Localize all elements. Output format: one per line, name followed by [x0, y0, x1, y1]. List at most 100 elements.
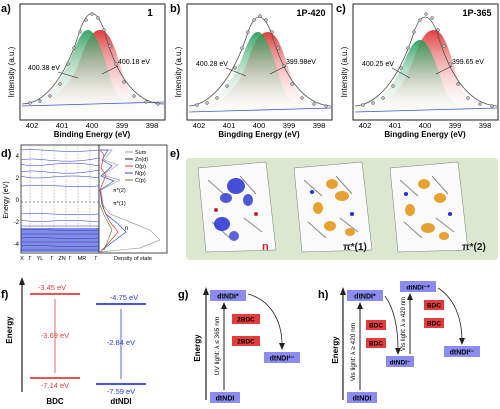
- svg-text:Γ: Γ: [28, 256, 31, 262]
- panel-d-dos-sum: [99, 149, 161, 253]
- panel-b-xticks: 402 401 400 399 398: [193, 121, 326, 130]
- panel-d-label-n: n: [125, 226, 128, 232]
- svg-text:400: 400: [86, 121, 99, 130]
- panel-h-letter: h): [318, 289, 329, 301]
- panel-g-top: dtNDI*: [217, 294, 239, 301]
- panel-g-product: dtNDI²⁻: [270, 356, 295, 363]
- panel-h-transfer-head-1: [395, 348, 401, 355]
- panel-h-mid: dtNDI⁻: [390, 360, 411, 367]
- panel-h-bdc1: BDC: [369, 323, 383, 330]
- panel-h-bdc1-box: [366, 320, 386, 330]
- panel-h-excitation-head-1: [357, 302, 363, 309]
- panel-f-dtndi-bottom: -7.59 eV: [107, 387, 135, 396]
- svg-text:399: 399: [116, 121, 129, 130]
- svg-text:Γ: Γ: [50, 256, 53, 262]
- svg-text:399: 399: [449, 121, 462, 130]
- panel-g-axis-arrow: [203, 287, 209, 295]
- panel-h-bdc3-box: [424, 300, 444, 310]
- panel-b-baseline: [188, 107, 332, 113]
- panel-g-excited-box: [210, 290, 246, 301]
- panel-d-xlabel: Density of state: [114, 256, 152, 262]
- panel-h-top: dtNDI*: [354, 294, 376, 301]
- panel-c: c) Intensity (a.u.) 1P-365 400.25 eV 399…: [336, 3, 499, 139]
- panel-h-ground-box: [347, 392, 377, 403]
- panel-c-fit-curve: [354, 16, 498, 107]
- panel-h-light1: Vis light: λ ≥ 420 nm: [350, 323, 357, 381]
- panel-c-pointer-right: [435, 65, 453, 75]
- svg-text:n: n: [262, 241, 269, 253]
- panel-c-xticks: 402 401 400 399 398: [359, 121, 492, 130]
- panel-h-bdc2-box: [366, 338, 386, 348]
- svg-text:4: 4: [16, 154, 20, 160]
- panel-b-datapoints: [195, 14, 328, 108]
- svg-text:401: 401: [389, 121, 402, 130]
- panel-b-peak-left: 400.28 eV: [196, 61, 228, 68]
- panel-a-tag: 1: [147, 8, 153, 19]
- panel-g-product-box: [264, 352, 300, 363]
- panel-b-pointer-right: [269, 65, 287, 75]
- svg-text:MR: MR: [78, 256, 87, 262]
- panel-c-frame: [352, 3, 499, 121]
- panel-c-letter: c): [336, 3, 346, 15]
- panel-a-datapoints: [28, 12, 160, 106]
- panel-f-bdc-top: -3.45 eV: [38, 283, 66, 292]
- panel-b-peak-right: 399.98eV: [286, 59, 316, 66]
- panel-g-light: UV light: λ ≤ 365 nm: [214, 317, 221, 375]
- panel-h-transfer-curve-2: [437, 287, 463, 341]
- panel-b-ylabel: Intensity (a.u.): [174, 46, 183, 97]
- panel-d-ylabel: Energy (eV): [3, 181, 10, 218]
- panel-h-excited-box: [347, 290, 383, 301]
- svg-text:0: 0: [16, 198, 20, 204]
- panel-c-datapoints: [361, 12, 494, 108]
- panel-h-axis-arrow: [340, 287, 346, 295]
- panel-a-baseline: [21, 101, 165, 107]
- svg-text:402: 402: [359, 121, 372, 130]
- panel-h-light2: Vis light: λ ≥ 420 nm: [401, 297, 407, 351]
- svg-text:398: 398: [313, 121, 326, 130]
- panel-c-green-peak: [355, 40, 497, 118]
- svg-text:2: 2: [16, 176, 20, 182]
- svg-text:X: X: [20, 256, 24, 262]
- panel-e-cell-pi2: π*(2): [389, 161, 486, 253]
- panel-d-label-pi2: π*(2): [113, 188, 126, 194]
- panel-b-xlabel: Bingding Energy (eV): [218, 130, 300, 139]
- panel-g-bdc2-box: [232, 336, 260, 346]
- svg-text:-2: -2: [14, 220, 20, 226]
- panel-e-cell-n: n: [197, 161, 277, 253]
- panel-h-excitation-head-2: [407, 293, 413, 300]
- panel-g-letter: g): [178, 289, 189, 301]
- panel-e-letter: e): [170, 148, 180, 160]
- panel-c-xlabel: Bingding Energy (eV): [384, 130, 466, 139]
- svg-text:N(p): N(p): [135, 171, 146, 177]
- panel-f-letter: f): [1, 289, 9, 301]
- svg-text:398: 398: [146, 121, 159, 130]
- panel-h-bdc4-box: [424, 318, 444, 328]
- svg-text:398: 398: [479, 121, 492, 130]
- panel-g-ground-box: [210, 392, 240, 403]
- panel-b-frame: [186, 3, 333, 121]
- panel-d-dos-c: [99, 204, 113, 251]
- panel-h-bdc3: BDC: [427, 303, 441, 310]
- panel-d-dense-valence: [21, 228, 99, 252]
- svg-text:Zn(d): Zn(d): [135, 157, 148, 163]
- panel-f-ylabel: Energy: [5, 316, 14, 344]
- panel-a-pointer-left: [57, 71, 79, 79]
- panel-d-legend: Sum Zn(d) O(p) N(p) C(p): [125, 150, 148, 184]
- panel-d-kpoint-dividers: [29, 145, 91, 253]
- svg-text:-4: -4: [14, 242, 20, 248]
- svg-text:YL: YL: [37, 256, 44, 262]
- panel-a-frame: [19, 3, 166, 121]
- svg-text:O(p): O(p): [135, 164, 146, 170]
- svg-text:400: 400: [419, 121, 432, 130]
- panel-d-dos-o: [99, 149, 119, 253]
- panel-h-ylabel: Energy: [331, 336, 340, 364]
- panel-b-pointer-left: [225, 67, 247, 77]
- panel-d-kpoint-labels: X Γ YL Γ ZN Γ MR Γ: [20, 256, 97, 262]
- panel-c-peak-right: 399.65 eV: [452, 59, 484, 66]
- panel-b-tag: 1P-420: [296, 8, 325, 18]
- panel-d-conduction-bands: [20, 149, 100, 187]
- svg-text:π*(2): π*(2): [462, 242, 486, 253]
- panel-b-green-peak: [189, 32, 331, 118]
- panel-g-bottom: dtNDI: [216, 396, 235, 403]
- panel-f: f) Energy -3.45 eV -3.69 eV -7.14 eV BDC…: [1, 277, 146, 406]
